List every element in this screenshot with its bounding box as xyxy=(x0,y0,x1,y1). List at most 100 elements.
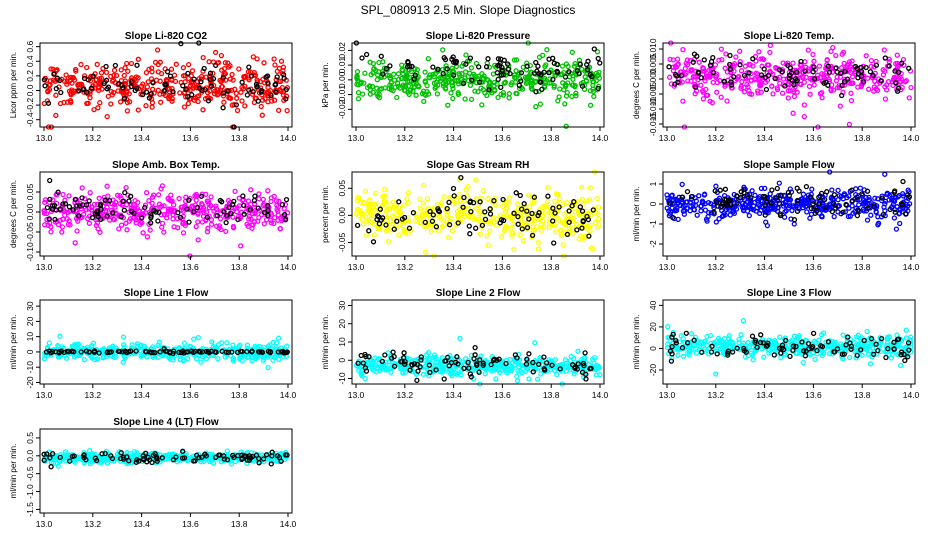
data-point-highlighted xyxy=(221,209,227,215)
x-tick-label: 14.0 xyxy=(280,390,297,400)
data-point-all xyxy=(507,362,514,368)
data-point-highlighted xyxy=(148,220,154,226)
data-point-all xyxy=(541,83,547,90)
x-tick-label: 13.0 xyxy=(659,133,676,143)
data-point-all xyxy=(181,340,188,346)
data-point-all xyxy=(805,47,811,53)
data-point-all xyxy=(572,209,578,215)
data-point-all xyxy=(866,197,873,203)
data-point-highlighted xyxy=(591,46,597,52)
data-point-all xyxy=(816,63,823,69)
data-point-all xyxy=(66,218,72,224)
data-point-all xyxy=(780,76,787,82)
data-point-all xyxy=(157,204,163,211)
data-point-all xyxy=(200,107,206,113)
data-point-all xyxy=(367,91,374,97)
data-point-highlighted xyxy=(235,216,241,223)
data-point-all xyxy=(112,204,118,210)
data-point-highlighted xyxy=(120,198,126,205)
data-point-highlighted xyxy=(727,52,733,59)
data-point-highlighted xyxy=(79,195,85,201)
data-point-all xyxy=(261,355,268,361)
data-point-all xyxy=(546,210,552,216)
data-point-all xyxy=(730,62,736,68)
data-point-all xyxy=(563,93,570,99)
data-point-highlighted xyxy=(214,212,220,219)
data-point-all xyxy=(245,69,252,75)
data-point-all xyxy=(98,80,104,86)
data-point-all xyxy=(397,221,403,228)
data-point-all xyxy=(741,89,748,95)
data-point-highlighted xyxy=(684,188,691,195)
data-point-all xyxy=(132,197,138,204)
data-point-highlighted xyxy=(115,348,122,355)
data-point-highlighted xyxy=(128,348,134,354)
data-point-all xyxy=(443,79,449,85)
data-point-highlighted xyxy=(517,192,523,199)
data-point-all xyxy=(580,201,587,207)
data-point-all xyxy=(177,90,183,96)
data-point-highlighted xyxy=(566,219,572,225)
data-point-all xyxy=(227,63,233,69)
data-point-all xyxy=(425,91,432,97)
data-point-highlighted xyxy=(833,65,839,71)
data-point-all xyxy=(762,185,768,192)
data-point-all xyxy=(245,223,251,229)
data-point-highlighted xyxy=(666,64,672,70)
data-point-highlighted xyxy=(42,83,48,89)
data-point-all xyxy=(716,216,722,222)
data-point-all xyxy=(481,73,487,79)
data-point-all xyxy=(219,83,225,90)
data-point-highlighted xyxy=(446,222,453,228)
data-point-highlighted xyxy=(71,349,77,355)
data-point-all xyxy=(236,66,242,72)
data-point-all xyxy=(892,206,898,213)
data-point-highlighted xyxy=(354,222,361,229)
data-point-all xyxy=(454,208,461,215)
data-point-highlighted xyxy=(391,226,397,232)
data-point-highlighted xyxy=(112,62,119,69)
data-point-all xyxy=(891,76,897,82)
data-point-highlighted xyxy=(122,189,128,196)
data-point-all xyxy=(788,189,795,195)
data-point-highlighted xyxy=(196,85,203,91)
data-point-all xyxy=(180,230,187,236)
data-point-highlighted xyxy=(460,204,466,210)
data-point-highlighted xyxy=(855,207,861,214)
y-tick-label: 0 xyxy=(648,346,658,351)
data-point-all xyxy=(545,198,551,205)
data-point-all xyxy=(688,78,694,84)
data-point-highlighted xyxy=(220,75,226,81)
data-point-highlighted xyxy=(57,77,63,84)
x-tick-label: 13.8 xyxy=(543,390,560,400)
data-point-highlighted xyxy=(272,82,278,88)
data-point-highlighted xyxy=(679,72,685,79)
data-point-all xyxy=(517,232,523,238)
data-point-highlighted xyxy=(840,209,846,215)
data-point-all xyxy=(44,210,50,217)
data-point-highlighted xyxy=(670,214,676,221)
data-point-highlighted xyxy=(858,64,864,71)
data-point-highlighted xyxy=(185,70,191,77)
data-point-all xyxy=(242,83,248,89)
y-tick-label: -0.05 xyxy=(337,232,347,252)
data-point-all xyxy=(477,218,484,225)
data-point-highlighted xyxy=(146,95,153,101)
data-point-highlighted xyxy=(53,207,60,213)
panel-title: Slope Li-820 CO2 xyxy=(125,31,208,42)
x-tick-label: 13.6 xyxy=(805,262,822,272)
data-point-all xyxy=(81,73,88,79)
data-point-highlighted xyxy=(574,227,580,233)
data-point-all xyxy=(849,74,856,80)
x-tick-label: 13.8 xyxy=(231,390,248,400)
data-point-highlighted xyxy=(584,67,591,73)
data-point-highlighted xyxy=(823,79,829,86)
data-point-all xyxy=(758,185,765,192)
data-point-highlighted xyxy=(265,81,271,87)
data-point-all xyxy=(87,190,93,196)
y-tick-label: 0.005 xyxy=(648,53,658,75)
data-point-highlighted xyxy=(727,66,733,72)
x-tick-label: 13.0 xyxy=(36,262,53,272)
data-point-highlighted xyxy=(810,201,816,207)
data-point-all xyxy=(473,177,479,183)
